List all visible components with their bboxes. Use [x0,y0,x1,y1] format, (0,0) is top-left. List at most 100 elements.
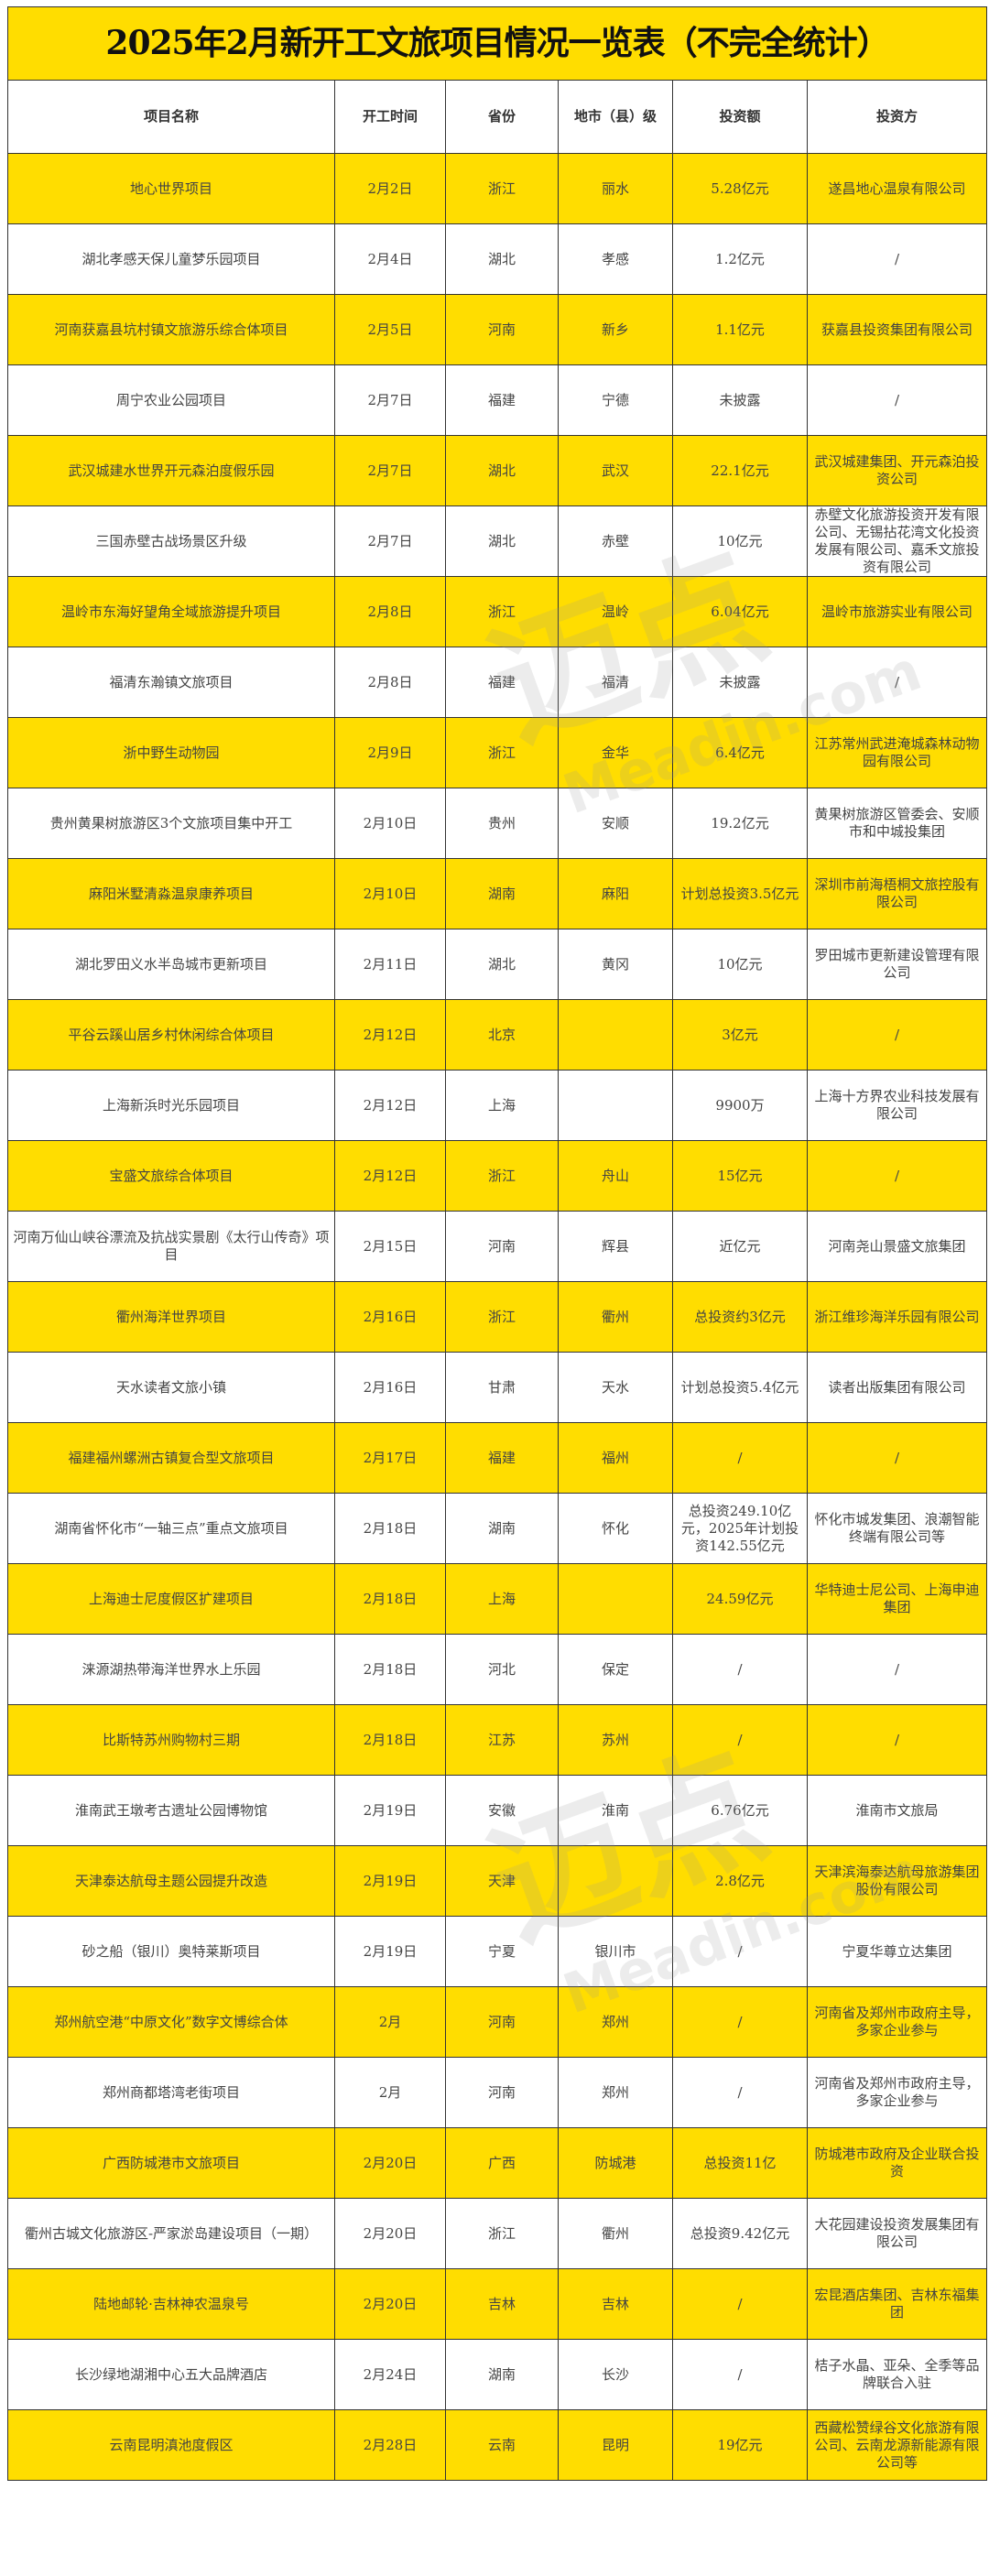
cell-investment: 总投资11亿 [672,2127,808,2199]
cell-investor: 怀化市城发集团、浪潮智能终端有限公司等 [806,1493,988,1564]
table-row: 武汉城建水世界开元森泊度假乐园 2月7日 湖北 武汉 22.1亿元 武汉城建集团、开元森泊… [7,435,988,506]
cell-investment: 计划总投资3.5亿元 [672,858,808,929]
cell-investor: 深圳市前海梧桐文旅控股有限公司 [806,858,988,929]
cell-province: 河南 [445,1986,559,2058]
cell-start-date: 2月7日 [334,505,446,577]
table-row: 陆地邮轮·吉林神农温泉号 2月20日 吉林 吉林 / 宏昆酒店集团、吉林东福集团 [7,2268,988,2340]
cell-start-date: 2月17日 [334,1422,446,1494]
cell-investment: 总投资249.10亿元，2025年计划投资142.55亿元 [672,1493,808,1564]
cell-province: 江苏 [445,1704,559,1776]
cell-investor: 宏昆酒店集团、吉林东福集团 [806,2268,988,2340]
cell-investor: / [806,1634,988,1705]
cell-project-name: 郑州航空港“中原文化”数字文博综合体 [7,1986,335,2058]
column-header-province: 省份 [445,80,559,154]
cell-investor: 江苏常州武进淹城森林动物园有限公司 [806,717,988,788]
cell-start-date: 2月8日 [334,647,446,718]
cell-investor: 大花园建设投资发展集团有限公司 [806,2198,988,2269]
cell-province: 浙江 [445,717,559,788]
cell-start-date: 2月12日 [334,1070,446,1141]
table-row: 上海新浜时光乐园项目 2月12日 上海 9900万 上海十方界农业科技发展有限公司 [7,1070,988,1141]
cell-investment: / [672,1422,808,1494]
cell-project-name: 福清东瀚镇文旅项目 [7,647,335,718]
cell-province: 云南 [445,2409,559,2481]
cell-investor: 天津滨海泰达航母旅游集团股份有限公司 [806,1845,988,1917]
cell-province: 河南 [445,1211,559,1282]
cell-start-date: 2月9日 [334,717,446,788]
cell-province: 福建 [445,364,559,436]
cell-project-name: 陆地邮轮·吉林神农温泉号 [7,2268,335,2340]
cell-investment: 2.8亿元 [672,1845,808,1917]
table-row: 衢州海洋世界项目 2月16日 浙江 衢州 总投资约3亿元 浙江维珍海洋乐园有限公司 [7,1281,988,1353]
cell-investor: 浙江维珍海洋乐园有限公司 [806,1281,988,1353]
cell-investment: 19亿元 [672,2409,808,2481]
cell-investor: 罗田城市更新建设管理有限公司 [806,929,988,1000]
cell-start-date: 2月19日 [334,1916,446,1987]
cell-project-name: 衢州古城文化旅游区-严家淤岛建设项目（一期） [7,2198,335,2269]
cell-city: 黄冈 [558,929,673,1000]
cell-city: 长沙 [558,2339,673,2410]
cell-investor: 获嘉县投资集团有限公司 [806,294,988,365]
cell-province: 浙江 [445,1140,559,1212]
cell-investor: 遂昌地心温泉有限公司 [806,153,988,224]
cell-province: 贵州 [445,788,559,859]
cell-project-name: 武汉城建水世界开元森泊度假乐园 [7,435,335,506]
cell-start-date: 2月18日 [334,1493,446,1564]
cell-province: 湖北 [445,435,559,506]
cell-city: 赤壁 [558,505,673,577]
project-table: 2025年2月新开工文旅项目情况一览表（不完全统计） 项目名称 开工时间 省份 … [6,6,988,2481]
cell-start-date: 2月5日 [334,294,446,365]
cell-project-name: 湖北罗田义水半岛城市更新项目 [7,929,335,1000]
cell-project-name: 湖北孝感天保儿童梦乐园项目 [7,223,335,295]
cell-city: 麻阳 [558,858,673,929]
table-row: 长沙绿地湖湘中心五大品牌酒店 2月24日 湖南 长沙 / 桔子水晶、亚朵、全季等品牌联合入… [7,2339,988,2410]
cell-project-name: 宝盛文旅综合体项目 [7,1140,335,1212]
cell-city [558,1563,673,1635]
cell-start-date: 2月10日 [334,858,446,929]
cell-city: 吉林 [558,2268,673,2340]
cell-investment: 24.59亿元 [672,1563,808,1635]
cell-city: 衢州 [558,2198,673,2269]
cell-start-date: 2月18日 [334,1563,446,1635]
cell-province: 福建 [445,647,559,718]
cell-start-date: 2月18日 [334,1704,446,1776]
cell-investment: 总投资约3亿元 [672,1281,808,1353]
cell-start-date: 2月2日 [334,153,446,224]
table-row: 淮南武王墩考古遗址公园博物馆 2月19日 安徽 淮南 6.76亿元 淮南市文旅局 [7,1775,988,1846]
cell-investor: 赤壁文化旅游投资开发有限公司、无锡拈花湾文化投资发展有限公司、嘉禾文旅投资有限公… [806,505,988,577]
cell-investment: / [672,1916,808,1987]
cell-investment: 10亿元 [672,505,808,577]
project-table-container: 2025年2月新开工文旅项目情况一览表（不完全统计） 项目名称 开工时间 省份 … [6,6,988,2481]
table-body: 地心世界项目 2月2日 浙江 丽水 5.28亿元 遂昌地心温泉有限公司 湖北孝感天保儿童梦乐… [7,153,988,2481]
cell-city: 郑州 [558,2057,673,2128]
cell-province: 天津 [445,1845,559,1917]
table-row: 郑州商都塔湾老街项目 2月 河南 郑州 / 河南省及郑州市政府主导，多家企业参与 [7,2057,988,2128]
cell-start-date: 2月 [334,2057,446,2128]
cell-project-name: 涞源湖热带海洋世界水上乐园 [7,1634,335,1705]
cell-start-date: 2月28日 [334,2409,446,2481]
table-row: 福建福州螺洲古镇复合型文旅项目 2月17日 福建 福州 / / [7,1422,988,1494]
cell-investment: / [672,2339,808,2410]
cell-start-date: 2月11日 [334,929,446,1000]
cell-investor: 防城港市政府及企业联合投资 [806,2127,988,2199]
cell-start-date: 2月4日 [334,223,446,295]
cell-start-date: 2月16日 [334,1281,446,1353]
table-row: 上海迪士尼度假区扩建项目 2月18日 上海 24.59亿元 华特迪士尼公司、上海申迪集团 [7,1563,988,1635]
cell-investment: 1.1亿元 [672,294,808,365]
cell-city: 温岭 [558,576,673,647]
cell-start-date: 2月18日 [334,1634,446,1705]
table-title: 2025年2月新开工文旅项目情况一览表（不完全统计） [6,6,988,81]
cell-city: 安顺 [558,788,673,859]
table-row: 湖北孝感天保儿童梦乐园项目 2月4日 湖北 孝感 1.2亿元 / [7,223,988,295]
cell-province: 河北 [445,1634,559,1705]
cell-investor: / [806,223,988,295]
cell-city [558,999,673,1071]
table-row: 云南昆明滇池度假区 2月28日 云南 昆明 19亿元 西藏松赞绿谷文化旅游有限公司、云南龙… [7,2409,988,2481]
cell-project-name: 天水读者文旅小镇 [7,1352,335,1423]
table-row: 三国赤壁古战场景区升级 2月7日 湖北 赤壁 10亿元 赤壁文化旅游投资开发有限公司、无锡… [7,505,988,577]
cell-project-name: 砂之船（银川）奥特莱斯项目 [7,1916,335,1987]
cell-project-name: 比斯特苏州购物村三期 [7,1704,335,1776]
table-row: 砂之船（银川）奥特莱斯项目 2月19日 宁夏 银川市 / 宁夏华尊立达集团 [7,1916,988,1987]
table-row: 广西防城港市文旅项目 2月20日 广西 防城港 总投资11亿 防城港市政府及企业联合投资 [7,2127,988,2199]
cell-province: 上海 [445,1563,559,1635]
table-row: 福清东瀚镇文旅项目 2月8日 福建 福清 未披露 / [7,647,988,718]
